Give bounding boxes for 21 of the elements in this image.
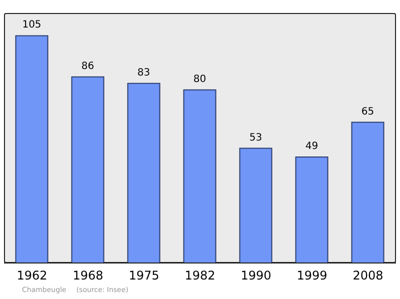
bar	[351, 122, 384, 264]
x-tick-label: 1982	[184, 268, 216, 283]
bar	[15, 35, 48, 264]
data-label: 49	[305, 140, 318, 152]
data-label: 65	[361, 106, 374, 118]
bar	[71, 76, 104, 264]
bar	[295, 156, 328, 264]
data-label: 83	[137, 67, 150, 78]
bar	[127, 82, 160, 264]
bar	[183, 89, 216, 264]
x-tick-label: 1975	[128, 268, 160, 283]
data-label: 105	[22, 20, 42, 31]
x-tick-label: 1990	[240, 268, 272, 283]
data-label: 53	[249, 132, 262, 144]
x-tick-label: 1968	[72, 268, 104, 283]
x-tick-label: 1962	[16, 268, 48, 283]
data-label: 80	[193, 74, 206, 85]
x-tick-label: 2008	[352, 268, 384, 283]
x-tick-label: 1999	[296, 268, 328, 283]
data-label: 86	[81, 60, 94, 72]
bar	[239, 148, 272, 264]
